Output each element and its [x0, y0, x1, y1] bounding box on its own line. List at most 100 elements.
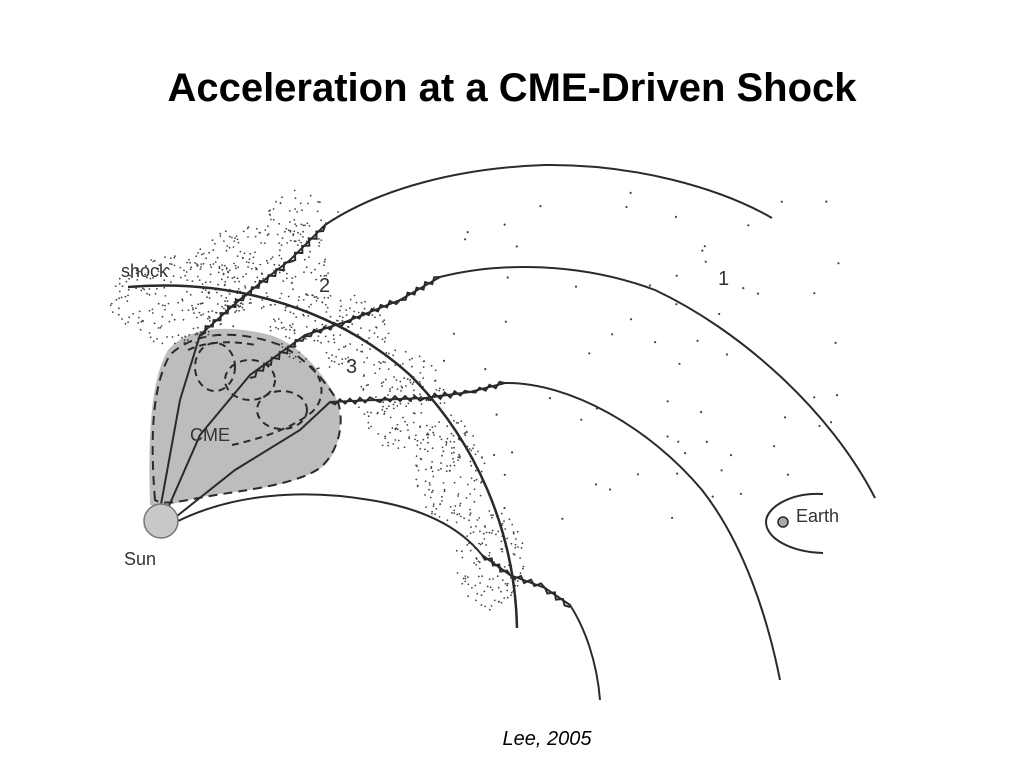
particle-dot: [288, 355, 291, 358]
particle-dot: [739, 492, 743, 495]
particle-dot: [439, 387, 441, 390]
particle-dot: [512, 532, 515, 535]
particle-dot: [309, 250, 311, 253]
particle-dot: [453, 464, 456, 467]
particle-dot: [118, 290, 121, 293]
particle-dot: [302, 230, 304, 233]
particle-dot: [483, 590, 486, 593]
particle-dot: [348, 361, 350, 363]
particle-dot: [434, 369, 437, 372]
particle-dot: [281, 343, 283, 345]
particle-dot: [462, 577, 465, 580]
particle-dot: [561, 517, 564, 520]
particle-dot: [452, 457, 454, 460]
particle-dot: [260, 307, 263, 309]
particle-dot: [495, 533, 497, 536]
particle-dot: [137, 321, 140, 324]
particle-dot: [315, 299, 318, 302]
cme-inner-curve: [187, 341, 256, 351]
particle-dot: [382, 405, 384, 408]
particle-dot: [825, 200, 828, 203]
particle-dot: [456, 513, 459, 516]
particle-dot: [440, 438, 443, 441]
particle-dot: [323, 296, 326, 299]
particle-dot: [475, 525, 477, 528]
particle-dot: [432, 475, 435, 478]
particle-dot: [321, 323, 324, 326]
particle-dot: [317, 367, 320, 370]
particle-dot: [434, 513, 436, 516]
particle-dot: [406, 378, 409, 381]
particle-dot: [500, 512, 503, 515]
particle-dot: [382, 381, 385, 383]
particle-dot: [479, 530, 481, 533]
particle-dot: [434, 425, 437, 428]
particle-dot: [475, 469, 477, 472]
particle-dot: [491, 516, 493, 519]
particle-dot: [207, 291, 210, 294]
particle-dot: [192, 327, 195, 330]
particle-dot: [333, 361, 336, 363]
particle-dot: [272, 208, 275, 210]
particle-dot: [467, 583, 470, 586]
particle-dot: [460, 550, 463, 553]
particle-dot: [453, 419, 455, 422]
particle-dot: [181, 298, 184, 301]
particle-dot: [279, 297, 281, 300]
particle-dot: [220, 294, 223, 297]
particle-dot: [503, 566, 506, 568]
particle-dot: [135, 287, 138, 290]
particle-dot: [183, 269, 185, 272]
particle-dot: [224, 283, 226, 286]
particle-dot: [684, 452, 687, 455]
particle-dot: [425, 506, 427, 508]
particle-dot: [305, 266, 308, 269]
particle-dot: [294, 197, 297, 200]
particle-dot: [408, 436, 411, 438]
particle-dot: [378, 361, 380, 363]
particle-dot: [408, 437, 411, 440]
particle-dot: [666, 400, 669, 403]
particle-dot: [313, 339, 316, 342]
particle-dot: [273, 342, 276, 345]
particle-dot: [243, 252, 246, 255]
particle-dot: [469, 508, 471, 511]
particle-dot: [318, 241, 321, 244]
particle-dot: [425, 468, 427, 471]
particle-dot: [318, 245, 320, 247]
particle-dot: [301, 209, 303, 212]
particle-dot: [317, 200, 320, 203]
particle-dot: [492, 514, 494, 517]
particle-dot: [406, 424, 409, 426]
particle-dot: [511, 523, 514, 526]
particle-dot: [298, 351, 301, 354]
particle-dot: [139, 270, 141, 273]
particle-dot: [654, 341, 657, 344]
particle-dot: [395, 427, 398, 430]
particle-dot: [235, 235, 238, 238]
particle-dot: [287, 229, 290, 232]
particle-dot: [294, 223, 297, 226]
particle-dot: [461, 556, 464, 559]
particle-dot: [183, 339, 186, 341]
particle-dot: [414, 438, 416, 441]
particle-dot: [756, 292, 760, 295]
particle-dot: [483, 538, 486, 540]
particle-dot: [319, 274, 322, 277]
cme-label: CME: [190, 425, 230, 445]
particle-dot: [426, 450, 429, 453]
particle-dot: [459, 515, 462, 518]
particle-dot: [503, 473, 506, 476]
particle-dot: [382, 320, 384, 323]
particle-dot: [433, 434, 435, 436]
particle-dot: [325, 324, 327, 327]
particle-dot: [470, 477, 473, 480]
particle-dot: [515, 245, 518, 248]
particle-dot: [263, 242, 266, 245]
particle-dot: [451, 447, 453, 449]
particle-dot: [366, 357, 368, 359]
particle-dot: [496, 575, 499, 578]
particle-dot: [241, 303, 244, 305]
particle-dot: [293, 332, 296, 335]
